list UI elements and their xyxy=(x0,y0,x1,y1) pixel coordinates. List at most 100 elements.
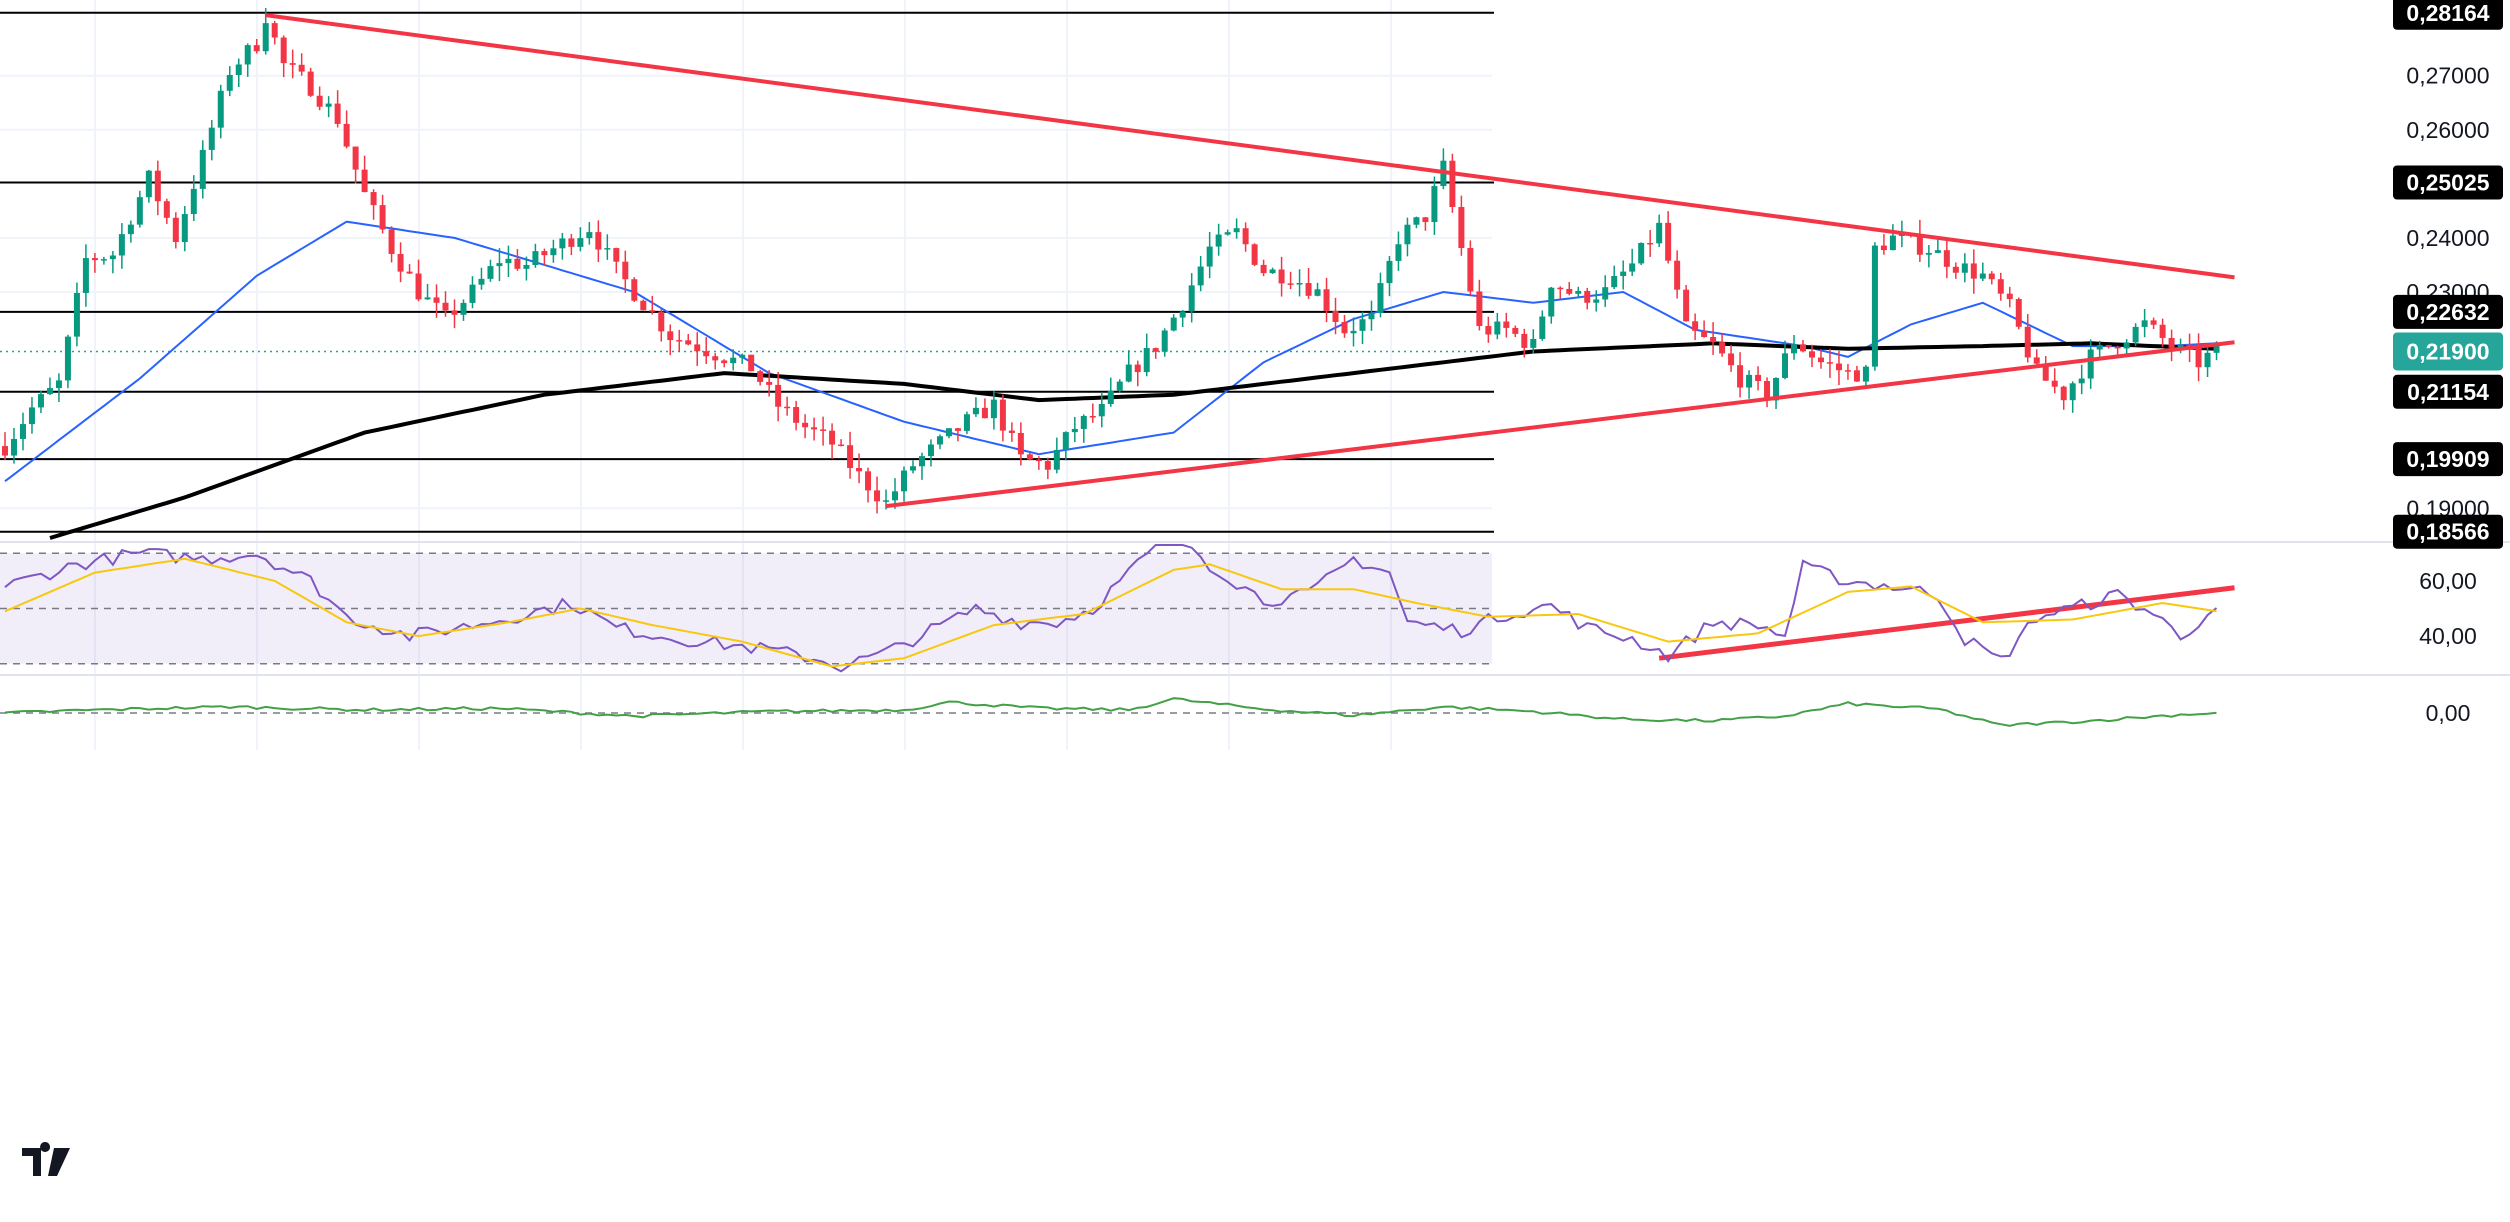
candle-body xyxy=(2123,342,2130,349)
candle-body xyxy=(1746,374,1753,388)
candle-body xyxy=(1494,321,1501,335)
candle-body xyxy=(1089,415,1096,418)
candle-body xyxy=(2033,357,2040,364)
candle-body xyxy=(1710,337,1717,343)
candle-body xyxy=(1530,338,1537,348)
candle-body xyxy=(235,64,242,76)
candle-body xyxy=(415,273,422,300)
candle-body xyxy=(1997,279,2004,294)
candle-body xyxy=(1692,321,1699,331)
candle-body xyxy=(604,248,611,250)
candle-body xyxy=(865,471,872,491)
candle-body xyxy=(766,381,773,385)
candle-body xyxy=(1206,246,1213,267)
candle-body xyxy=(802,422,809,428)
candle-body xyxy=(2069,383,2076,401)
candle-body xyxy=(505,258,512,264)
candle-body xyxy=(784,406,791,409)
candle-body xyxy=(1224,232,1231,235)
candle-body xyxy=(927,444,934,457)
trendlines xyxy=(265,13,2235,661)
candle-body xyxy=(1557,287,1564,290)
candle-body xyxy=(253,45,260,52)
candle-body xyxy=(82,258,89,293)
candle-body xyxy=(1773,377,1780,401)
candle-body xyxy=(1988,273,1995,280)
candle-body xyxy=(2006,293,2013,300)
level-tag-label: 0,22632 xyxy=(2406,299,2489,325)
candle-body xyxy=(91,258,98,261)
candle-body xyxy=(541,251,548,256)
candle-body xyxy=(406,271,413,274)
candle-body xyxy=(1934,250,1941,253)
price-axis: 0,270000,260000,240000,230000,190000,281… xyxy=(2393,0,2503,726)
rsi-tick-label: 60,00 xyxy=(2419,568,2477,594)
candle-body xyxy=(2051,380,2058,387)
candle-body xyxy=(1979,273,1986,279)
candle-body xyxy=(478,278,485,285)
candle-body xyxy=(109,255,116,260)
candle-body xyxy=(1287,283,1294,285)
candle-body xyxy=(2024,326,2031,358)
candle-body xyxy=(936,436,943,445)
ma-black-line xyxy=(49,341,2217,540)
candle-body xyxy=(1835,363,1842,371)
candle-body xyxy=(451,310,458,315)
candle-body xyxy=(2159,324,2166,338)
candle-body xyxy=(208,127,215,150)
candle-body xyxy=(271,23,278,38)
candle-body xyxy=(1098,404,1105,417)
candle-body xyxy=(1817,357,1824,363)
candle-body xyxy=(379,205,386,230)
candle-body xyxy=(1188,285,1195,312)
candle-body xyxy=(676,340,683,342)
candle-body xyxy=(1656,222,1663,244)
candle-body xyxy=(397,253,404,272)
trendline xyxy=(265,13,2235,280)
candle-body xyxy=(649,310,656,312)
candle-body xyxy=(424,297,431,300)
candle-body xyxy=(1961,263,1968,273)
candle-body xyxy=(73,292,80,337)
candle-body xyxy=(820,429,827,431)
grid xyxy=(0,0,2510,750)
candle-body xyxy=(1647,242,1654,245)
candle-body xyxy=(1952,266,1959,273)
candle-body xyxy=(1179,311,1186,318)
candle-body xyxy=(1970,263,1977,279)
candle-body xyxy=(2015,299,2022,327)
candle-body xyxy=(1584,290,1591,303)
candle-body xyxy=(1332,310,1339,322)
candle-body xyxy=(262,23,269,52)
candle-body xyxy=(856,467,863,472)
momentum-line xyxy=(4,697,2217,727)
candle-body xyxy=(37,394,44,408)
candle-body xyxy=(1476,291,1483,326)
level-tag xyxy=(2393,294,2503,329)
candle-body xyxy=(1575,290,1582,294)
candle-body xyxy=(1017,432,1024,455)
candle-body xyxy=(361,169,368,193)
candle-body xyxy=(1296,283,1303,285)
candle-body xyxy=(1413,217,1420,225)
candle-body xyxy=(1620,271,1627,277)
candle-body xyxy=(631,279,638,301)
candle-body xyxy=(442,302,449,311)
candle-body xyxy=(1683,289,1690,322)
candle-body xyxy=(972,407,979,415)
candle-body xyxy=(1008,430,1015,433)
candle-body xyxy=(1341,321,1348,334)
candle-body xyxy=(118,234,125,256)
candle-body xyxy=(730,357,737,364)
candle-body xyxy=(2114,346,2121,349)
candle-body xyxy=(172,217,179,243)
candle-body xyxy=(244,45,251,65)
candle-body xyxy=(1548,287,1555,317)
candle-body xyxy=(1071,428,1078,433)
candle-body xyxy=(954,428,961,431)
current-price-label: 0,21900 xyxy=(2406,338,2489,364)
candle-body xyxy=(1539,316,1546,339)
candle-body xyxy=(622,261,629,280)
candle-body xyxy=(2,446,8,456)
